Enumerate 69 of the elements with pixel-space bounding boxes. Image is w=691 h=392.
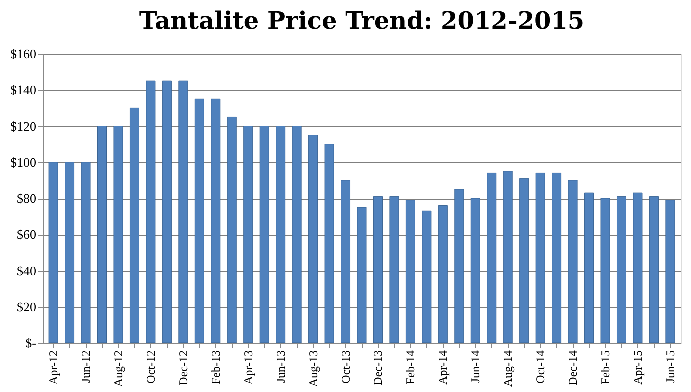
x-tick-label: Feb-14 bbox=[404, 350, 418, 384]
x-tick-label: Apr-13 bbox=[241, 350, 256, 385]
x-tick-label: Oct-14 bbox=[534, 350, 548, 384]
bar bbox=[276, 126, 286, 344]
bar bbox=[260, 126, 270, 344]
bar bbox=[373, 196, 383, 344]
bar bbox=[552, 172, 562, 344]
bar bbox=[633, 192, 643, 344]
bar bbox=[65, 162, 75, 344]
bar bbox=[130, 108, 140, 344]
bar bbox=[390, 196, 400, 344]
x-tick-label: Jun-12 bbox=[79, 350, 94, 384]
x-tick-label: Apr-15 bbox=[630, 350, 645, 385]
bar bbox=[406, 200, 416, 344]
bar bbox=[162, 80, 172, 344]
y-tick-label: $160 bbox=[10, 46, 36, 62]
x-tick-label: Dec-14 bbox=[566, 350, 580, 386]
bar bbox=[81, 162, 91, 344]
y-tick-label: $120 bbox=[10, 118, 36, 134]
bar bbox=[536, 172, 546, 344]
x-tick-label: Aug-13 bbox=[306, 350, 320, 388]
bar bbox=[649, 196, 659, 344]
bar bbox=[146, 80, 156, 344]
x-tick-label: Feb-15 bbox=[598, 350, 613, 384]
x-tick-label: Aug-14 bbox=[501, 350, 516, 388]
x-tick-label: Jun-13 bbox=[274, 350, 288, 384]
y-tick-label: $60 bbox=[17, 227, 36, 242]
bar bbox=[48, 162, 58, 344]
bar bbox=[487, 172, 497, 344]
x-tick-label: Aug-12 bbox=[111, 350, 126, 388]
bar bbox=[422, 210, 432, 344]
x-tick-label: Apr-12 bbox=[46, 350, 61, 385]
bar bbox=[616, 196, 626, 344]
bar bbox=[503, 171, 513, 344]
bar bbox=[227, 116, 237, 344]
bar bbox=[324, 144, 334, 344]
x-tick-label: Feb-13 bbox=[208, 350, 223, 384]
bar bbox=[308, 135, 318, 344]
x-tick-label: Oct-13 bbox=[338, 350, 353, 384]
y-tick-label: $20 bbox=[17, 299, 36, 314]
bar bbox=[194, 98, 204, 344]
bar bbox=[520, 178, 530, 344]
bar bbox=[341, 180, 351, 344]
bar bbox=[178, 80, 188, 344]
bar bbox=[600, 198, 610, 344]
y-tick-label: $80 bbox=[17, 191, 36, 206]
x-tick-label: Oct-12 bbox=[144, 350, 158, 384]
x-tick-label: Jun-15 bbox=[663, 350, 678, 384]
y-tick-label: $- bbox=[26, 336, 36, 350]
bar bbox=[438, 205, 448, 344]
bar bbox=[98, 126, 108, 344]
bar bbox=[244, 126, 254, 344]
bar bbox=[568, 180, 578, 344]
y-tick-label: $40 bbox=[17, 263, 36, 278]
bar bbox=[470, 198, 480, 344]
y-tick-label: $140 bbox=[10, 82, 36, 98]
chart-title: Tantalite Price Trend: 2012-2015 bbox=[139, 6, 585, 35]
x-tick-label: Dec-12 bbox=[176, 350, 190, 386]
x-tick-label: Jun-14 bbox=[468, 350, 483, 384]
x-tick-label: Dec-13 bbox=[371, 350, 386, 386]
bar bbox=[292, 126, 302, 344]
bar bbox=[584, 192, 594, 344]
bar bbox=[666, 200, 676, 344]
bar bbox=[114, 126, 124, 344]
y-tick-label: $100 bbox=[10, 154, 36, 170]
x-tick-label: Apr-14 bbox=[436, 350, 450, 385]
bar bbox=[454, 189, 464, 344]
bar bbox=[357, 207, 367, 344]
bar bbox=[211, 98, 221, 344]
